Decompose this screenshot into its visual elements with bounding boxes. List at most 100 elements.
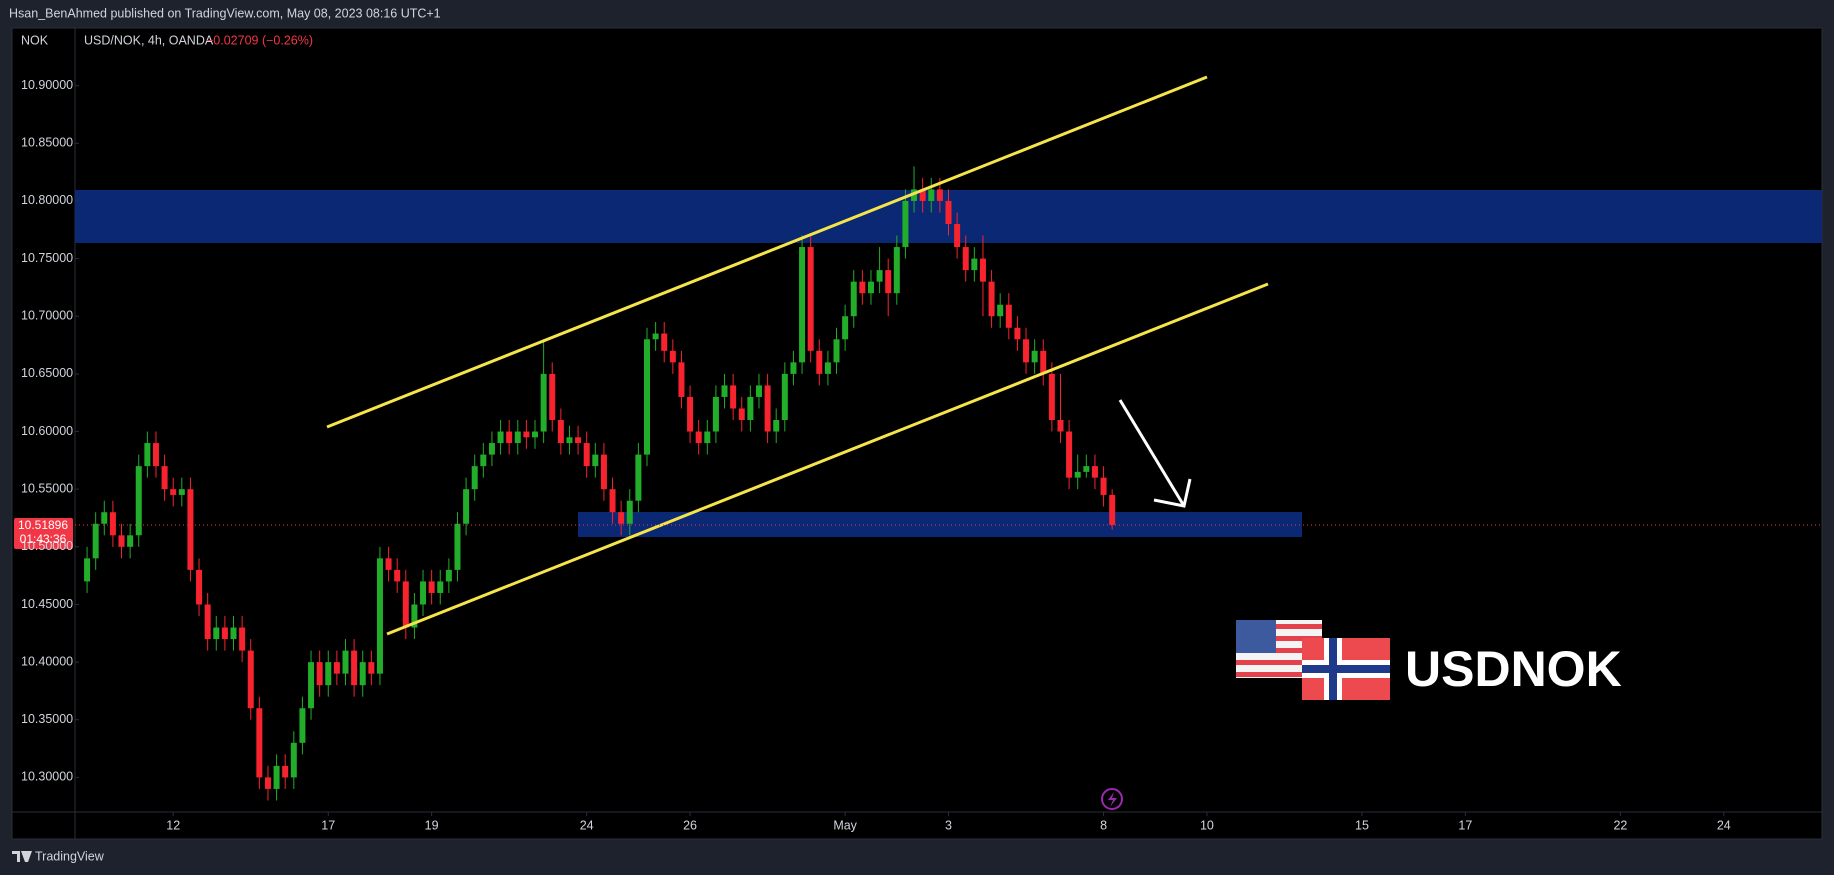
candle-body (738, 408, 745, 420)
candle-body (480, 454, 487, 467)
candle-body (394, 569, 401, 582)
candle-body (471, 466, 478, 490)
candle-body (979, 258, 986, 282)
usd-flag (1236, 620, 1322, 678)
channel-upper-line (326, 75, 1208, 429)
candle-body (316, 662, 323, 686)
candle-body (842, 316, 849, 340)
candle-body (893, 247, 900, 294)
candle-body (712, 396, 719, 432)
candle-body (557, 420, 564, 444)
last-price-box (14, 518, 73, 549)
candle-body (885, 270, 892, 294)
candle-body (299, 708, 306, 743)
y-tick-label: 10.90000 (21, 78, 73, 92)
drawings (75, 75, 1822, 801)
candle-body (635, 454, 642, 501)
candle-body (962, 247, 969, 271)
y-tick-label: 10.75000 (21, 251, 73, 265)
candle-body (833, 339, 840, 363)
price-change: −0.02709 (−0.26%) (206, 33, 313, 47)
candle-body (368, 662, 375, 674)
candle-body (1031, 350, 1038, 363)
candle-body (127, 535, 134, 547)
candle-body (609, 489, 616, 513)
candle-body (411, 604, 418, 628)
candle-body (1074, 471, 1081, 478)
candle-body (325, 662, 332, 686)
currency-label: NOK (21, 33, 49, 47)
candle-body (1066, 431, 1073, 478)
candle-body (497, 431, 504, 444)
candle-body (859, 281, 866, 294)
x-tick-label: 15 (1355, 818, 1369, 832)
candle-body (816, 350, 823, 374)
candle-body (583, 443, 590, 467)
candle-body (919, 189, 926, 201)
candle-body (997, 304, 1004, 317)
candle-body (1005, 304, 1012, 328)
candle-body (247, 650, 254, 709)
bar-countdown: 01:43:36 (20, 532, 67, 546)
candle-body (1057, 420, 1064, 432)
candle-body (971, 258, 978, 271)
candle-body (747, 396, 754, 420)
candle-body (204, 604, 211, 640)
x-tick-label: 17 (321, 818, 335, 832)
nok-flag (1302, 638, 1390, 700)
x-tick-label: May (833, 818, 857, 832)
y-tick-label: 10.55000 (21, 481, 73, 495)
candle-body (626, 500, 633, 524)
candle-body (230, 627, 237, 640)
candle-body (101, 512, 108, 524)
candle-body (290, 742, 297, 778)
x-tick-label: 12 (166, 818, 180, 832)
candle-body (282, 765, 289, 778)
candle-body (764, 385, 771, 432)
event-icon[interactable] (1101, 788, 1123, 810)
candle-body (678, 362, 685, 397)
candle-body (618, 512, 625, 524)
tradingview-logo (12, 851, 32, 862)
candle-body (695, 431, 702, 444)
candle-body (463, 489, 470, 524)
candle-body (213, 627, 220, 640)
y-tick-label: 10.50000 (21, 539, 73, 553)
candle-body (1109, 494, 1116, 525)
event-icon-bolt (1108, 792, 1117, 807)
candle-body (84, 558, 91, 582)
candle-body (954, 224, 961, 248)
candle-body (351, 650, 358, 686)
candles (84, 166, 1116, 801)
y-tick-label: 10.85000 (21, 136, 73, 150)
channel-lower-line (386, 282, 1269, 636)
candle-body (669, 350, 676, 363)
candle-body (92, 523, 99, 559)
x-tick-label: 19 (425, 818, 439, 832)
candle-body (687, 396, 694, 432)
x-tick-label: 24 (1717, 818, 1731, 832)
candle-body (600, 454, 607, 490)
candle-body (928, 189, 935, 201)
candle-body (643, 339, 650, 455)
candle-body (264, 777, 271, 789)
x-tick-label: 3 (945, 818, 952, 832)
candle-body (773, 420, 780, 432)
candle-body (911, 189, 918, 201)
candle-body (755, 385, 762, 397)
x-tick-label: 24 (580, 818, 594, 832)
candle-body (488, 443, 495, 455)
candle-body (1048, 373, 1055, 420)
candle-body (730, 385, 737, 409)
y-tick-label: 10.60000 (21, 424, 73, 438)
candle-body (402, 581, 409, 628)
symbol-title: USD/NOK, 4h, OANDA (84, 33, 214, 47)
candle-body (161, 466, 168, 490)
candle-body (376, 558, 383, 674)
candle-body (936, 189, 943, 201)
candle-body (506, 431, 513, 444)
candle-body (1040, 350, 1047, 374)
y-tick-label: 10.30000 (21, 770, 73, 784)
x-tick-label: 8 (1100, 818, 1107, 832)
